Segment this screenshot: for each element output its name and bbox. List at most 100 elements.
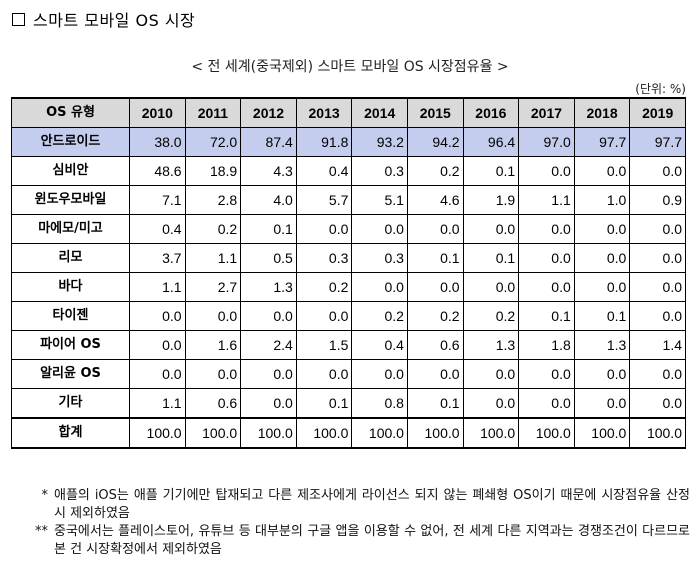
value-cell: 0.0 bbox=[518, 243, 575, 273]
value-cell: 100.0 bbox=[629, 417, 686, 449]
value-cell: 97.0 bbox=[518, 127, 575, 157]
value-cell: 0.3 bbox=[351, 243, 408, 273]
value-cell: 1.1 bbox=[518, 185, 575, 215]
document-title-text: 스마트 모바일 OS 시장 bbox=[33, 11, 196, 30]
value-cell: 0.0 bbox=[573, 388, 631, 419]
value-cell: 100.0 bbox=[295, 417, 353, 449]
value-cell: 2.8 bbox=[184, 185, 242, 215]
footnote-marker: ** bbox=[35, 524, 48, 539]
checkbox-square-icon bbox=[12, 12, 25, 26]
value-cell: 0.2 bbox=[184, 214, 242, 244]
value-cell: 5.7 bbox=[295, 185, 353, 215]
value-cell: 3.7 bbox=[129, 243, 186, 273]
value-cell: 100.0 bbox=[518, 417, 575, 449]
value-cell: 100.0 bbox=[129, 417, 186, 449]
value-cell: 0.0 bbox=[129, 301, 186, 331]
value-cell: 0.0 bbox=[518, 214, 575, 244]
table-row: 바다 1.1 2.7 1.3 0.2 0.0 0.0 0.0 0.0 0.0 0.0 bbox=[11, 272, 686, 302]
table-row: 안드로이드 38.0 72.0 87.4 91.8 93.2 94.2 96.4 97.0 97.… bbox=[11, 127, 686, 157]
value-cell: 2.7 bbox=[184, 272, 242, 302]
value-cell: 0.2 bbox=[406, 156, 464, 186]
value-cell: 91.8 bbox=[295, 127, 353, 157]
value-cell: 0.0 bbox=[629, 272, 686, 302]
value-cell: 0.0 bbox=[518, 156, 575, 186]
value-cell: 0.0 bbox=[462, 359, 520, 389]
value-cell: 0.0 bbox=[406, 214, 464, 244]
value-cell: 0.8 bbox=[351, 388, 408, 419]
value-cell: 4.6 bbox=[406, 185, 464, 215]
value-cell: 0.1 bbox=[518, 301, 575, 331]
header-cell: 2017 bbox=[518, 97, 575, 128]
value-cell: 0.0 bbox=[240, 388, 297, 419]
value-cell: 4.3 bbox=[240, 156, 297, 186]
value-cell: 1.6 bbox=[184, 330, 242, 360]
table-row: 타이젠 0.0 0.0 0.0 0.0 0.2 0.2 0.2 0.1 0.1 0.0 bbox=[11, 301, 686, 331]
value-cell: 1.1 bbox=[129, 272, 186, 302]
value-cell: 0.1 bbox=[295, 388, 353, 419]
value-cell: 0.0 bbox=[629, 156, 686, 186]
value-cell: 0.0 bbox=[629, 359, 686, 389]
value-cell: 18.9 bbox=[184, 156, 242, 186]
value-cell: 100.0 bbox=[462, 417, 520, 449]
value-cell: 0.6 bbox=[184, 388, 242, 419]
value-cell: 0.0 bbox=[129, 359, 186, 389]
value-cell: 0.1 bbox=[406, 243, 464, 273]
value-cell: 0.0 bbox=[295, 301, 353, 331]
value-cell: 0.1 bbox=[406, 388, 464, 419]
value-cell: 0.6 bbox=[406, 330, 464, 360]
value-cell: 0.4 bbox=[295, 156, 353, 186]
footnote-marker: * bbox=[41, 488, 49, 503]
value-cell: 97.7 bbox=[573, 127, 631, 157]
value-cell: 1.8 bbox=[518, 330, 575, 360]
value-cell: 0.0 bbox=[295, 214, 353, 244]
value-cell: 94.2 bbox=[406, 127, 464, 157]
value-cell: 4.0 bbox=[240, 185, 297, 215]
value-cell: 0.0 bbox=[518, 359, 575, 389]
table-row: 심비안 48.6 18.9 4.3 0.4 0.3 0.2 0.1 0.0 0.0 0.0 bbox=[11, 156, 686, 186]
header-cell: 2018 bbox=[573, 97, 631, 128]
value-cell: 0.0 bbox=[184, 359, 242, 389]
value-cell: 48.6 bbox=[129, 156, 186, 186]
table-row: 리모 3.7 1.1 0.5 0.3 0.3 0.1 0.1 0.0 0.0 0.0 bbox=[11, 243, 686, 273]
value-cell: 0.3 bbox=[351, 156, 408, 186]
value-cell: 0.3 bbox=[295, 243, 353, 273]
value-cell: 0.0 bbox=[295, 359, 353, 389]
value-cell: 0.0 bbox=[406, 359, 464, 389]
value-cell: 0.1 bbox=[462, 156, 520, 186]
header-cell: 2014 bbox=[351, 97, 408, 128]
table-row: 합계 100.0 100.0 100.0 100.0 100.0 100.0 100.0 100… bbox=[11, 417, 686, 449]
row-label: 타이젠 bbox=[11, 301, 130, 331]
footnote-text: 중국에서는 플레이스토어, 유튜브 등 대부분의 구글 앱을 이용할 수 없어,… bbox=[54, 524, 690, 557]
value-cell: 1.3 bbox=[240, 272, 297, 302]
footnotes: * 애플의 iOS는 애플 기기에만 탑재되고 다른 제조사에게 라이선스 되지… bbox=[10, 487, 690, 559]
value-cell: 0.2 bbox=[406, 301, 464, 331]
value-cell: 1.1 bbox=[129, 388, 186, 419]
row-label: 심비안 bbox=[11, 156, 130, 186]
value-cell: 93.2 bbox=[351, 127, 408, 157]
value-cell: 0.0 bbox=[573, 156, 631, 186]
value-cell: 0.0 bbox=[573, 272, 631, 302]
value-cell: 0.2 bbox=[351, 301, 408, 331]
value-cell: 96.4 bbox=[462, 127, 520, 157]
row-label: 알리윤 OS bbox=[11, 359, 130, 389]
table-row: 윈도우모바일 7.1 2.8 4.0 5.7 5.1 4.6 1.9 1.1 1.0 0.9 bbox=[11, 185, 686, 215]
table-row: 파이어 OS 0.0 1.6 2.4 1.5 0.4 0.6 1.3 1.8 1.3 1.4 bbox=[11, 330, 686, 360]
footnote-china: ** 중국에서는 플레이스토어, 유튜브 등 대부분의 구글 앱을 이용할 수 … bbox=[10, 523, 690, 559]
table-row: 알리윤 OS 0.0 0.0 0.0 0.0 0.0 0.0 0.0 0.0 0.0 0.0 bbox=[11, 359, 686, 389]
value-cell: 1.3 bbox=[573, 330, 631, 360]
header-cell: 2012 bbox=[240, 97, 297, 128]
value-cell: 5.1 bbox=[351, 185, 408, 215]
value-cell: 100.0 bbox=[240, 417, 297, 449]
value-cell: 100.0 bbox=[351, 417, 408, 449]
row-label: 합계 bbox=[11, 417, 130, 449]
row-label: 마에모/미고 bbox=[11, 214, 130, 244]
value-cell: 0.0 bbox=[184, 301, 242, 331]
table-body: 안드로이드 38.0 72.0 87.4 91.8 93.2 94.2 96.4 97.0 97.… bbox=[11, 127, 686, 449]
value-cell: 0.0 bbox=[573, 243, 631, 273]
header-cell: 2019 bbox=[629, 97, 686, 128]
row-label: 파이어 OS bbox=[11, 330, 130, 360]
value-cell: 0.0 bbox=[129, 330, 186, 360]
row-label: 안드로이드 bbox=[11, 127, 130, 157]
value-cell: 2.4 bbox=[240, 330, 297, 360]
value-cell: 0.4 bbox=[351, 330, 408, 360]
